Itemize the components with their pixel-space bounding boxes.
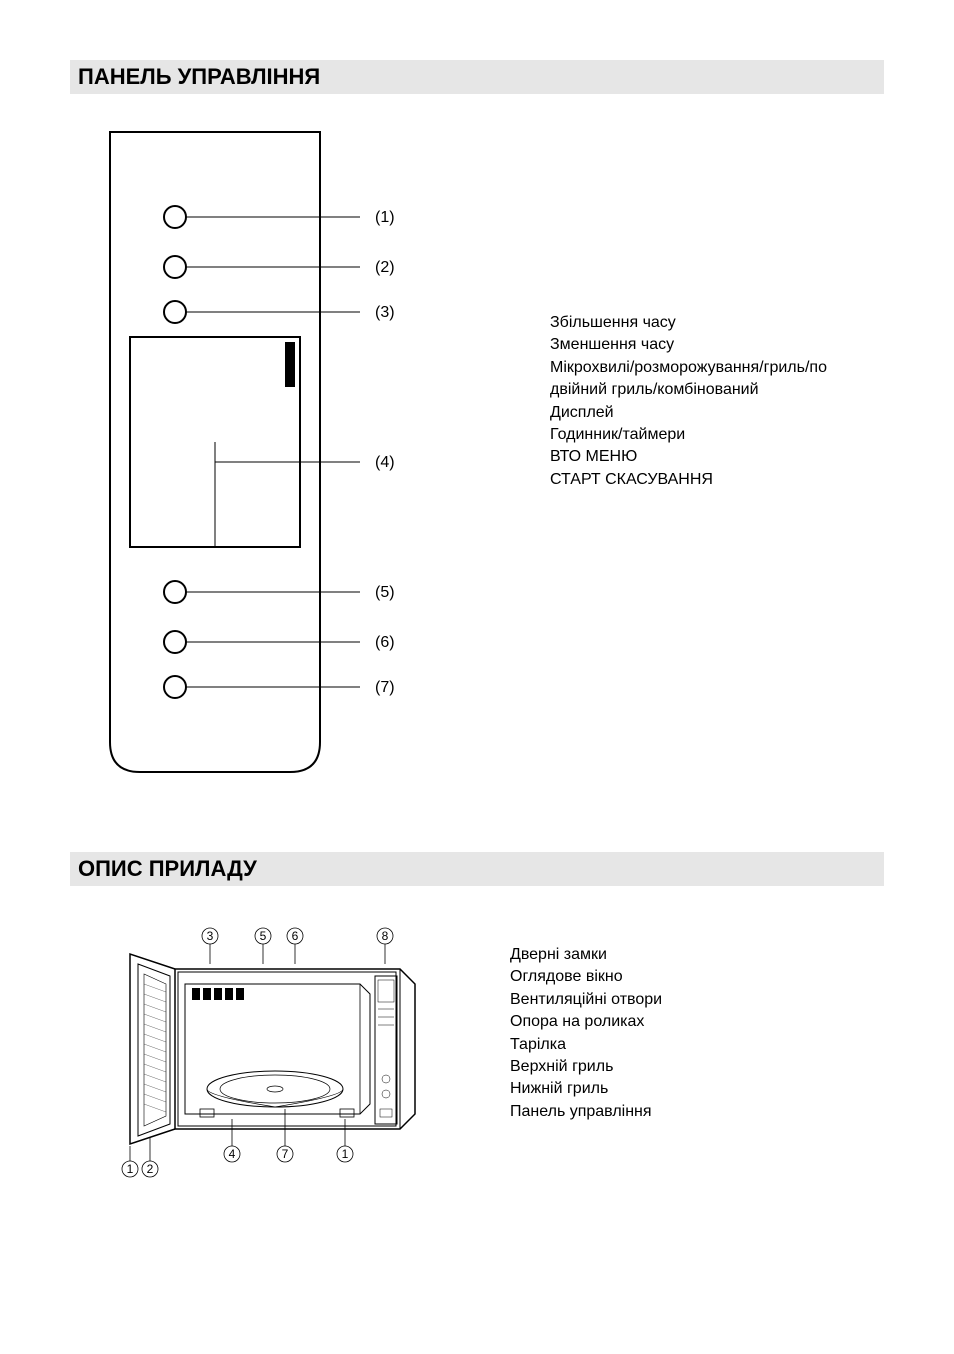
callout-5: (5) — [375, 584, 395, 601]
svg-text:6: 6 — [292, 929, 299, 943]
svg-text:4: 4 — [229, 1147, 236, 1161]
device-legend-item: Вентиляційні отвори — [510, 989, 662, 1011]
device-legend-item: Оглядове вікно — [510, 966, 662, 988]
panel-legend-item: ВТО МЕНЮ — [550, 446, 827, 468]
svg-text:1: 1 — [127, 1162, 134, 1176]
device-legend: Дверні замки Оглядове вікно Вентиляційні… — [510, 944, 662, 1123]
panel-legend-item: Мікрохвилі/розморожування/гриль/по — [550, 357, 827, 379]
panel-legend-item: Збільшення часу — [550, 312, 827, 334]
control-panel-diagram: (1) (2) (3) (4) (5) (6) (7) — [100, 122, 420, 792]
panel-legend: Збільшення часу Зменшення часу Мікрохвил… — [550, 312, 827, 491]
callout-3: (3) — [375, 304, 395, 321]
device-diagram: 3 5 6 8 — [100, 914, 420, 1194]
panel-legend-item: Годинник/таймери — [550, 424, 827, 446]
section-title-device: ОПИС ПРИЛАДУ — [70, 852, 884, 886]
device-section: 3 5 6 8 — [70, 914, 884, 1194]
panel-legend-item: Зменшення часу — [550, 334, 827, 356]
svg-text:8: 8 — [382, 929, 389, 943]
device-legend-item: Панель управління — [510, 1101, 662, 1123]
device-legend-item: Дверні замки — [510, 944, 662, 966]
callout-1: (1) — [375, 209, 395, 226]
device-legend-item: Опора на роликах — [510, 1011, 662, 1033]
svg-text:7: 7 — [282, 1147, 289, 1161]
svg-text:2: 2 — [147, 1162, 154, 1176]
panel-section: (1) (2) (3) (4) (5) (6) (7) — [70, 122, 884, 792]
panel-legend-item: Дисплей — [550, 402, 827, 424]
device-legend-item: Тарілка — [510, 1034, 662, 1056]
device-legend-item: Верхній гриль — [510, 1056, 662, 1078]
callout-4: (4) — [375, 454, 395, 471]
callout-6: (6) — [375, 634, 395, 651]
svg-text:1: 1 — [342, 1147, 349, 1161]
panel-legend-item: двійний гриль/комбінований — [550, 379, 827, 401]
section-title-panel: ПАНЕЛЬ УПРАВЛІННЯ — [70, 60, 884, 94]
svg-text:5: 5 — [260, 929, 267, 943]
device-legend-item: Нижній гриль — [510, 1078, 662, 1100]
panel-legend-item: СТАРТ СКАСУВАННЯ — [550, 469, 827, 491]
svg-text:3: 3 — [207, 929, 214, 943]
callout-7: (7) — [375, 679, 395, 696]
callout-2: (2) — [375, 259, 395, 276]
